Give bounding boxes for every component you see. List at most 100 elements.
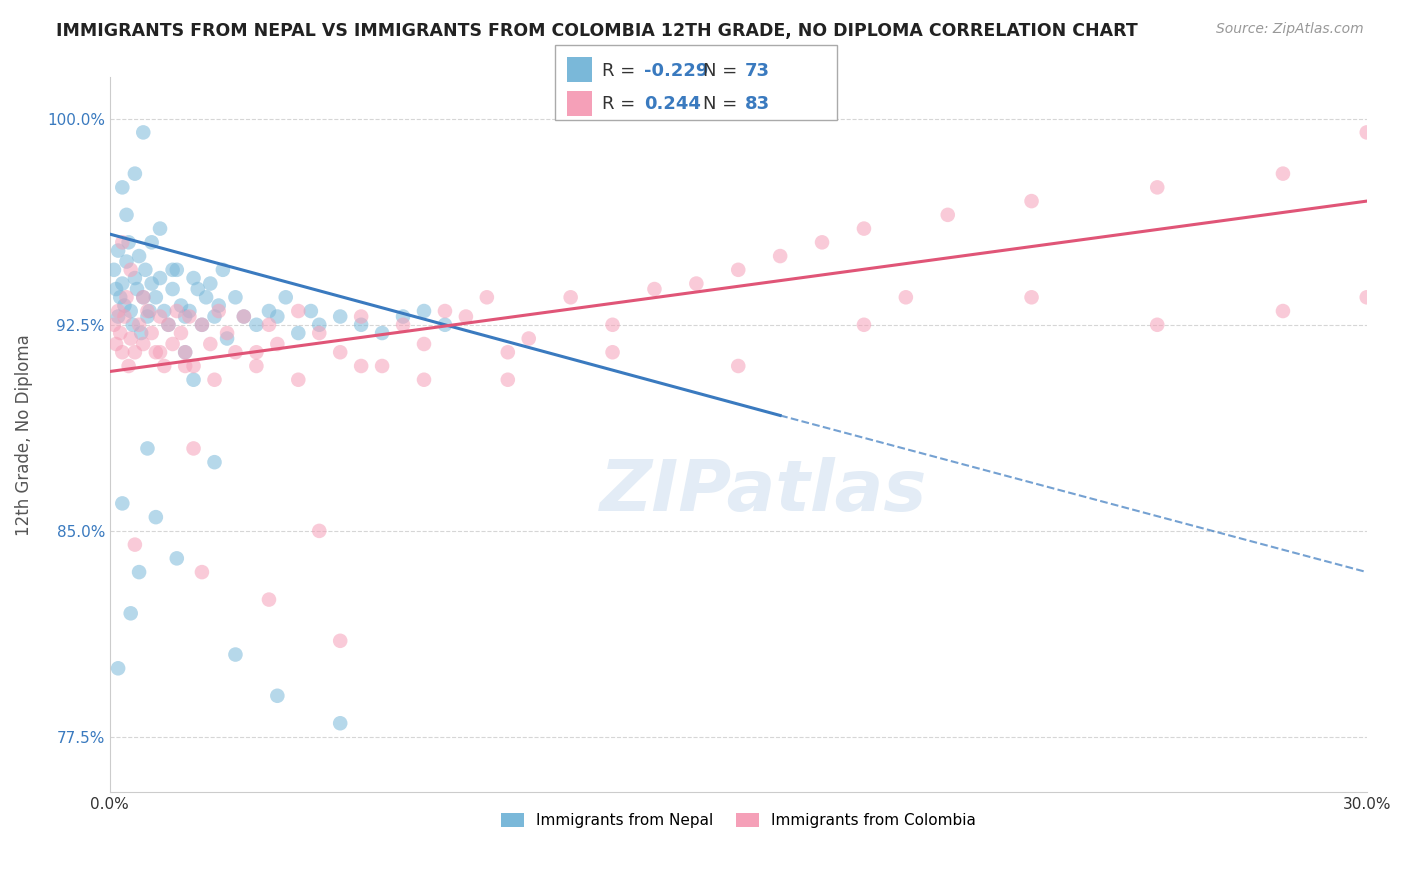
Point [138,304,160,318]
Point [166,304,188,318]
Point [145,510,167,524]
Point [103,318,125,332]
Point [145,290,167,304]
Point [257,304,280,318]
Point [852,221,875,235]
Point [107,304,129,318]
Text: 73: 73 [745,62,770,79]
Point [183,359,205,373]
Point [257,318,280,332]
Point [1271,304,1294,318]
Point [413,304,436,318]
Point [179,310,201,324]
Point [371,326,394,340]
Point [112,310,135,324]
Point [208,299,231,313]
Point [103,262,125,277]
Point [329,633,352,648]
Point [245,359,267,373]
Point [124,167,146,181]
Point [287,326,309,340]
Point [107,244,129,258]
Point [350,310,373,324]
Point [329,310,352,324]
Point [936,208,959,222]
Point [149,310,172,324]
Point [110,290,132,304]
Point [125,282,148,296]
Point [350,359,373,373]
Point [124,538,146,552]
Point [141,235,163,250]
Point [517,332,540,346]
Point [170,299,193,313]
Point [115,290,138,304]
Point [200,337,222,351]
Point [174,345,197,359]
Text: 83: 83 [745,95,770,113]
Point [1355,125,1378,139]
Point [257,592,280,607]
Point [287,373,309,387]
Point [187,282,209,296]
Point [204,455,226,469]
Point [141,326,163,340]
Point [134,262,156,277]
Point [769,249,792,263]
Point [120,262,142,277]
Point [117,359,139,373]
Point [191,318,214,332]
Point [132,290,155,304]
Point [124,271,146,285]
Point [212,262,235,277]
Point [894,290,917,304]
Point [602,318,624,332]
Point [191,318,214,332]
Point [166,262,188,277]
Text: -0.229: -0.229 [644,62,709,79]
Point [112,299,135,313]
Point [217,332,239,346]
Point [149,345,172,359]
Text: IMMIGRANTS FROM NEPAL VS IMMIGRANTS FROM COLOMBIA 12TH GRADE, NO DIPLOMA CORRELA: IMMIGRANTS FROM NEPAL VS IMMIGRANTS FROM… [56,22,1137,40]
Point [266,310,288,324]
Point [111,277,134,291]
Point [174,345,197,359]
Point [266,337,288,351]
Point [105,282,128,296]
Point [128,249,150,263]
Point [107,310,129,324]
Point [643,282,665,296]
Point [433,304,456,318]
Point [852,318,875,332]
Point [224,345,246,359]
Point [111,180,134,194]
Point [195,290,218,304]
Point [132,290,155,304]
Point [299,304,322,318]
Point [329,716,352,731]
Point [602,345,624,359]
Point [371,359,394,373]
Text: 0.244: 0.244 [644,95,700,113]
Point [232,310,254,324]
Point [145,345,167,359]
Point [120,607,142,621]
Point [287,304,309,318]
Text: N =: N = [703,95,742,113]
Point [475,290,498,304]
Point [245,345,267,359]
Point [183,373,205,387]
Point [1021,194,1043,208]
Point [128,565,150,579]
Point [157,318,180,332]
Point [811,235,834,250]
Point [166,551,188,566]
Point [128,318,150,332]
Point [224,290,246,304]
Point [727,359,749,373]
Point [560,290,582,304]
Point [120,304,142,318]
Point [191,565,214,579]
Point [111,235,134,250]
